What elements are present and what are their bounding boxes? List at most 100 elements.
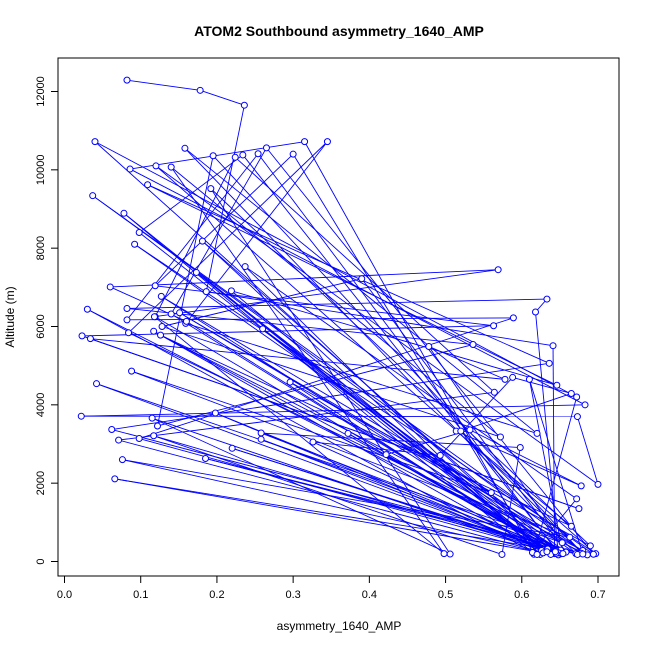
data-point [509,314,517,322]
x-tick-label: 0.0 [57,589,72,601]
series-segment [155,165,599,485]
data-point [211,409,219,417]
data-point [126,165,134,173]
x-tick-label: 0.2 [209,589,224,601]
series-segment [153,435,562,555]
series-segment [361,278,567,552]
series-segment [129,168,586,406]
data-point [567,522,575,530]
x-tick-label: 0.5 [438,589,453,601]
data-point [286,378,294,386]
x-tick-label: 0.1 [133,589,148,601]
y-axis-label: Altitude (m) [3,286,17,347]
data-point [566,533,574,541]
series-segment [114,478,544,554]
series-segment [312,441,556,553]
series-segment [512,376,572,394]
data-point [182,317,190,325]
series-segment [154,153,294,287]
data-point [123,316,131,324]
series-segment [160,334,572,527]
data-point [135,229,143,236]
series-segment [154,269,499,318]
data-point [259,325,267,333]
series-segment [262,328,567,553]
series-segment [138,154,244,233]
y-tick-label: 0 [35,558,47,564]
series-segment [160,334,583,551]
series-segment [153,330,542,551]
data-point [167,310,175,318]
series-segment [153,435,503,555]
data-point [202,288,210,296]
data-point [152,162,160,170]
data-point [573,495,581,503]
data-point [589,550,597,558]
x-tick-label: 0.7 [590,589,605,601]
data-point [144,181,152,189]
data-point [490,388,498,396]
data-point [573,393,581,401]
y-axis: 0 2000 4000 6000 8000 10000 12000 [35,76,59,565]
series-segment [212,155,584,554]
series-segment [260,438,557,554]
data-point [436,451,444,459]
series-segment [122,459,544,554]
series-segment [161,295,492,493]
data-point [106,283,114,291]
data-point [309,438,317,446]
data-point [549,342,557,350]
data-point [358,275,366,283]
data-point [120,209,128,217]
data-point [228,444,236,452]
series-segment [179,312,582,554]
data-point [128,367,136,375]
data-point [239,151,247,159]
series-segment [244,266,541,555]
data-point [181,144,189,152]
data-point [257,429,265,437]
data-point [231,153,239,161]
data-point [227,287,235,295]
series-segment [210,188,451,555]
series-segment [535,311,559,555]
series-segment [82,325,494,337]
series-segment [118,391,495,441]
data-point [123,76,131,84]
data-point [254,150,262,158]
series-segment [94,141,577,398]
data-point [543,548,551,556]
series-segment [153,330,561,551]
data-point [323,138,331,146]
data-point [532,308,540,316]
data-point [153,422,161,430]
series-segment [138,232,544,551]
data-point [579,550,587,558]
series-segment [428,346,506,380]
y-tick-label: 2000 [35,471,47,495]
series-segment [196,272,557,552]
y-tick-label: 12000 [35,76,47,107]
data-point [158,323,166,330]
series-segment [157,344,474,427]
series-segment [234,156,495,393]
data-point [157,292,165,300]
data-point [466,426,474,434]
data-point [498,550,506,558]
data-point [131,240,139,248]
data-point [573,413,581,421]
series-segment [312,441,441,456]
data-point [487,489,495,497]
data-point [577,482,585,490]
data-point [494,266,502,274]
series-segment [139,438,561,555]
x-axis-label: asymmetry_1640_AMP [277,619,402,633]
series-segment [455,430,572,527]
series-segment [501,447,521,555]
series-segment [128,141,328,334]
data-point [594,480,602,488]
series-segment [210,188,591,547]
data-point [496,433,504,441]
y-tick-label: 6000 [35,314,47,338]
